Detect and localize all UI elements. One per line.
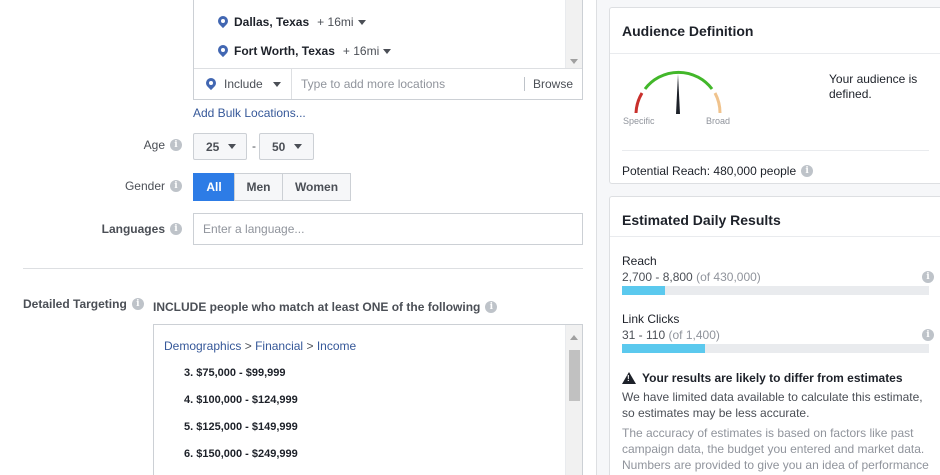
- gender-women-button[interactable]: Women: [282, 173, 351, 201]
- age-separator: -: [252, 139, 256, 153]
- reach-bar-fill: [622, 286, 665, 295]
- estimated-results-title: Estimated Daily Results: [610, 197, 940, 237]
- scroll-down-icon[interactable]: [570, 59, 578, 64]
- locations-scrollbar[interactable]: [565, 0, 582, 68]
- age-max-dropdown[interactable]: 50: [259, 133, 314, 160]
- list-item[interactable]: 4. $100,000 - $124,999: [184, 394, 298, 406]
- detailed-targeting-box: Demographics > Financial > Income 3. $75…: [153, 324, 583, 475]
- link-clicks-title: Link Clicks: [622, 312, 680, 326]
- include-heading: INCLUDE people who match at least ONE of…: [153, 300, 498, 314]
- gender-selector: All Men Women: [193, 173, 351, 201]
- reach-bar: [622, 286, 929, 295]
- estimate-warning: Your results are likely to differ from e…: [622, 371, 903, 385]
- radius-dropdown[interactable]: + 16mi: [343, 44, 392, 58]
- info-icon[interactable]: i: [170, 180, 182, 192]
- chevron-down-icon: [383, 48, 392, 54]
- language-input[interactable]: Enter a language...: [193, 213, 583, 245]
- location-item: Fort Worth, Texas + 16mi: [218, 41, 392, 61]
- audience-definition-card: Audience Definition Specific Broad Your …: [609, 7, 940, 184]
- list-item[interactable]: 3. $75,000 - $99,999: [184, 367, 286, 379]
- potential-reach: Potential Reach: 480,000 people i: [622, 150, 929, 178]
- reach-title: Reach: [622, 254, 657, 268]
- limited-data-text: We have limited data available to calcul…: [622, 390, 923, 420]
- audience-gauge: [634, 70, 722, 114]
- languages-label: Languages i: [102, 222, 182, 236]
- location-item: Dallas, Texas + 16mi: [218, 12, 366, 32]
- browse-button[interactable]: Browse: [523, 77, 582, 91]
- link-clicks-value: 31 - 110 (of 1,400): [622, 328, 720, 342]
- gauge-specific-label: Specific: [623, 116, 655, 126]
- chevron-down-icon: [272, 81, 281, 87]
- location-search-input[interactable]: Type to add more locations: [301, 77, 446, 91]
- add-bulk-locations-link[interactable]: Add Bulk Locations...: [193, 106, 306, 120]
- breadcrumb-income[interactable]: Income: [316, 339, 357, 353]
- location-pin-icon: [218, 16, 228, 29]
- warning-icon: [622, 372, 636, 384]
- location-pin-icon: [206, 78, 216, 91]
- audience-definition-title: Audience Definition: [610, 8, 940, 54]
- gauge-needle: [676, 74, 680, 114]
- age-min-dropdown[interactable]: 25: [193, 133, 247, 160]
- audience-status-text: Your audience is defined.: [829, 72, 918, 101]
- scroll-thumb[interactable]: [569, 350, 580, 401]
- gender-all-button[interactable]: All: [193, 173, 235, 201]
- link-clicks-bar-fill: [622, 344, 705, 353]
- link-clicks-bar: [622, 344, 929, 353]
- age-label: Age i: [144, 138, 182, 152]
- info-icon[interactable]: i: [131, 298, 144, 310]
- info-icon[interactable]: i: [170, 223, 182, 235]
- estimated-results-card: Estimated Daily Results Reach 2,700 - 8,…: [609, 196, 940, 475]
- locations-box: Dallas, Texas + 16mi Fort Worth, Texas +…: [193, 0, 583, 100]
- location-pin-icon: [218, 45, 228, 58]
- breadcrumb-financial[interactable]: Financial: [255, 339, 304, 353]
- detailed-targeting-label: Detailed Targeting i: [23, 297, 144, 311]
- gauge-broad-segment: [713, 92, 722, 114]
- location-name: Fort Worth, Texas: [234, 44, 335, 58]
- gauge-defined-segment: [643, 70, 714, 90]
- reach-value: 2,700 - 8,800 (of 430,000): [622, 270, 761, 284]
- chevron-down-icon: [294, 144, 303, 149]
- location-name: Dallas, Texas: [234, 15, 310, 29]
- list-item[interactable]: 5. $125,000 - $149,999: [184, 421, 298, 433]
- breadcrumb: Demographics > Financial > Income: [164, 339, 357, 353]
- gender-men-button[interactable]: Men: [234, 173, 283, 201]
- chevron-down-icon: [357, 19, 366, 25]
- chevron-down-icon: [228, 144, 237, 149]
- gender-label: Gender i: [125, 179, 182, 193]
- breadcrumb-demographics[interactable]: Demographics: [164, 339, 242, 353]
- scroll-up-icon[interactable]: [570, 335, 578, 340]
- list-item[interactable]: 6. $150,000 - $249,999: [184, 448, 298, 460]
- gauge-specific-segment: [634, 92, 644, 114]
- section-divider: [23, 268, 583, 269]
- info-icon[interactable]: i: [922, 271, 934, 283]
- targeting-panel: Dallas, Texas + 16mi Fort Worth, Texas +…: [0, 0, 597, 475]
- info-icon[interactable]: i: [801, 165, 814, 177]
- info-icon[interactable]: i: [170, 139, 182, 151]
- targeting-scrollbar[interactable]: [565, 325, 582, 475]
- include-dropdown[interactable]: Include: [194, 69, 292, 99]
- info-icon[interactable]: i: [485, 301, 498, 313]
- info-icon[interactable]: i: [922, 329, 934, 341]
- radius-dropdown[interactable]: + 16mi: [317, 15, 366, 29]
- gauge-broad-label: Broad: [706, 116, 731, 126]
- accuracy-text: The accuracy of estimates is based on fa…: [622, 426, 929, 472]
- location-input-row: Include Type to add more locations Brows…: [194, 68, 582, 99]
